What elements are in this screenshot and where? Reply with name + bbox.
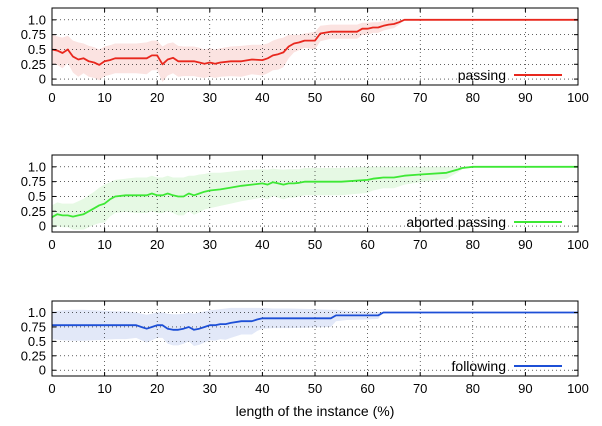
x-tick-label: 50	[308, 237, 322, 252]
y-tick-label: 0.5	[28, 334, 46, 349]
x-axis-title: length of the instance (%)	[236, 403, 395, 419]
confidence-band	[52, 166, 578, 230]
x-tick-label: 60	[360, 237, 374, 252]
confidence-band	[52, 307, 578, 346]
x-tick-label: 100	[567, 90, 589, 105]
x-tick-label: 10	[97, 237, 111, 252]
y-tick-label: 0.25	[21, 348, 46, 363]
x-tick-label: 90	[518, 90, 532, 105]
x-tick-label: 10	[97, 90, 111, 105]
y-tick-label: 0.25	[21, 204, 46, 219]
x-tick-label: 40	[255, 381, 269, 396]
y-tick-label: 0	[39, 219, 46, 234]
x-tick-label: 20	[150, 237, 164, 252]
x-tick-label: 70	[413, 90, 427, 105]
x-tick-label: 10	[97, 381, 111, 396]
y-tick-label: 1.0	[28, 159, 46, 174]
x-tick-label: 80	[466, 90, 480, 105]
y-tick-label: 0	[39, 72, 46, 87]
x-tick-label: 20	[150, 381, 164, 396]
x-tick-label: 0	[48, 90, 55, 105]
legend-label: following	[452, 358, 506, 374]
y-tick-label: 0	[39, 363, 46, 378]
x-tick-label: 0	[48, 237, 55, 252]
legend-label: passing	[458, 67, 506, 83]
x-tick-label: 50	[308, 381, 322, 396]
x-tick-label: 60	[360, 381, 374, 396]
x-tick-label: 90	[518, 237, 532, 252]
x-tick-label: 80	[466, 237, 480, 252]
y-tick-label: 0.75	[21, 319, 46, 334]
y-tick-label: 1.0	[28, 12, 46, 27]
x-tick-label: 30	[203, 237, 217, 252]
series-line-passing	[51, 18, 578, 66]
x-tick-label: 100	[567, 381, 589, 396]
y-tick-label: 0.5	[28, 189, 46, 204]
x-tick-label: 70	[413, 237, 427, 252]
x-tick-label: 60	[360, 90, 374, 105]
x-tick-label: 0	[48, 381, 55, 396]
x-tick-label: 20	[150, 90, 164, 105]
x-tick-label: 90	[518, 381, 532, 396]
chart-panel-3: 0 10 20 30 40 50 60 70 80 90 10000.250.50.751.0fol…	[21, 300, 589, 419]
y-tick-label: 0.25	[21, 57, 46, 72]
x-tick-label: 40	[255, 237, 269, 252]
y-tick-label: 1.0	[28, 305, 46, 320]
x-tick-label: 70	[413, 381, 427, 396]
chart-panel-1: 0 10 20 30 40 50 60 70 80 90 10000.250.50.751.0pas…	[21, 7, 589, 105]
chart-panel-2: 0 10 20 30 40 50 60 70 80 90 10000.250.50.751.0abo…	[21, 154, 589, 252]
y-tick-label: 0.75	[21, 174, 46, 189]
series-line-aborted-passing	[51, 165, 578, 218]
x-tick-label: 30	[203, 90, 217, 105]
legend-label: aborted passing	[406, 214, 506, 230]
x-tick-label: 50	[308, 90, 322, 105]
x-tick-label: 100	[567, 237, 589, 252]
y-tick-label: 0.5	[28, 42, 46, 57]
x-tick-label: 40	[255, 90, 269, 105]
y-tick-label: 0.75	[21, 27, 46, 42]
x-tick-label: 80	[466, 381, 480, 396]
x-tick-label: 30	[203, 381, 217, 396]
series-line-following	[52, 311, 578, 331]
confidence-band	[52, 19, 578, 82]
